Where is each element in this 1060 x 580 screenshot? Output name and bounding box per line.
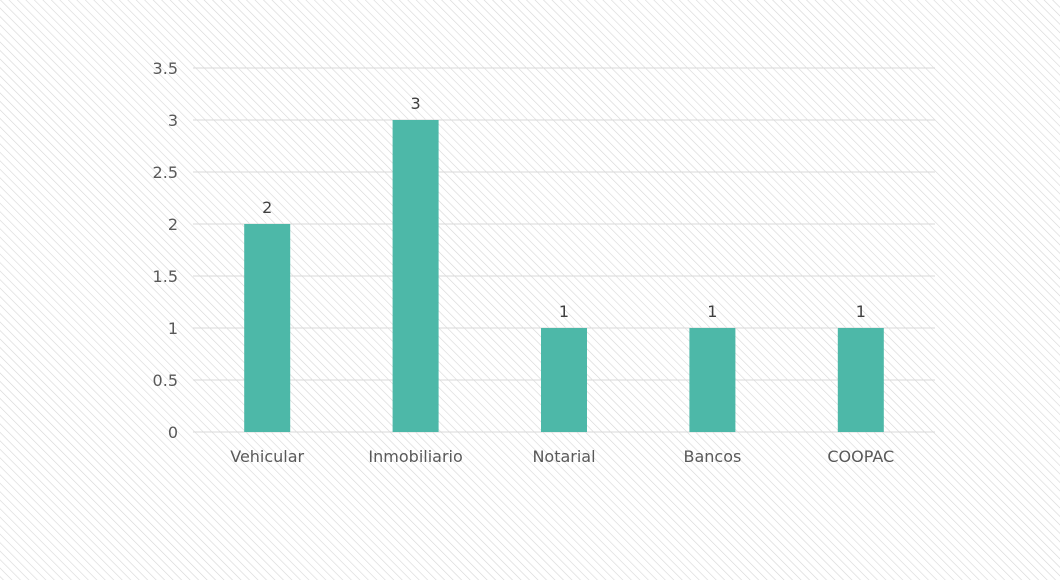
x-category-label: Bancos [683,447,741,466]
x-axis-category-labels: Vehicular Inmobiliario Notarial Bancos COOPA… [230,447,894,466]
bar-value-label: 1 [856,302,866,321]
bar-value-label: 3 [411,94,421,113]
x-category-label: Vehicular [230,447,304,466]
x-category-label: COOPAC [827,447,894,466]
y-axis-tick-labels: 0 0.5 1 1.5 2 2.5 3 3.5 [153,59,178,442]
bar [689,328,736,432]
x-category-label: Inmobiliario [368,447,462,466]
bars [244,120,884,432]
y-tick-label: 0 [168,423,178,442]
y-tick-label: 2.5 [153,163,178,182]
bar [837,328,884,432]
y-tick-label: 3.5 [153,59,178,78]
y-tick-label: 0.5 [153,371,178,390]
bar [392,120,439,432]
bar-value-label: 1 [707,302,717,321]
x-category-label: Notarial [532,447,595,466]
y-tick-label: 1.5 [153,267,178,286]
y-tick-label: 3 [168,111,178,130]
bar [541,328,587,432]
y-tick-label: 2 [168,215,178,234]
bar-value-label: 2 [262,198,272,217]
y-tick-label: 1 [168,319,178,338]
data-labels: 2 3 1 1 1 [262,94,866,321]
bar-value-label: 1 [559,302,569,321]
bar [244,224,291,432]
